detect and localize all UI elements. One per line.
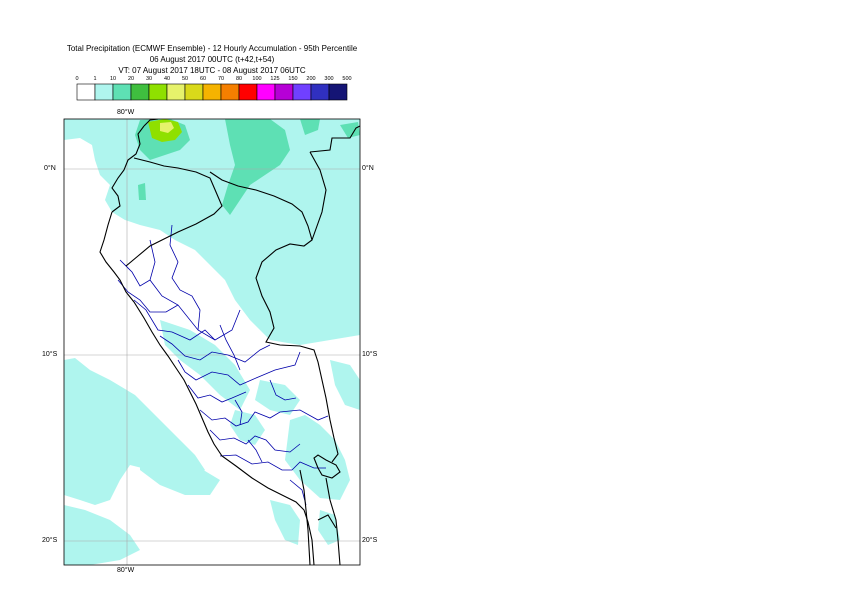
- legend-threshold-label: 70: [218, 76, 224, 82]
- title-line-3: VT: 07 August 2017 18UTC - 08 August 201…: [118, 66, 306, 75]
- color-legend: 0 1 10 20 30 40 50 60 70 80 100 125 150 200 300 500: [75, 76, 352, 101]
- legend-threshold-label: 30: [146, 76, 152, 82]
- lat-label-left-20: 20°S: [42, 537, 58, 544]
- legend-threshold-label: 150: [288, 76, 297, 82]
- country-borders: [99, 119, 360, 565]
- graticule: [64, 119, 360, 565]
- legend-threshold-label: 80: [236, 76, 242, 82]
- title-line-2: 06 August 2017 00UTC (t+42,t+54): [149, 55, 275, 64]
- legend-threshold-label: 100: [252, 76, 261, 82]
- lat-label-right-0: 0°N: [362, 165, 374, 172]
- legend-threshold-label: 40: [164, 76, 170, 82]
- lat-label-left-0: 0°N: [44, 165, 56, 172]
- legend-threshold-label: 20: [128, 76, 134, 82]
- lon-label-top: 80°W: [117, 109, 135, 116]
- precip-heavy-area: [148, 119, 182, 142]
- map-frame: [63, 118, 361, 566]
- legend-swatch: [328, 83, 348, 101]
- legend-threshold-label: 125: [270, 76, 279, 82]
- region-borders: [117, 224, 329, 506]
- title-line-1: Total Precipitation (ECMWF Ensemble) - 1…: [66, 44, 358, 53]
- legend-threshold-label: 50: [182, 76, 188, 82]
- legend-threshold-label: 300: [324, 76, 333, 82]
- legend-threshold-label: 10: [110, 76, 116, 82]
- legend-threshold-label: 500: [342, 76, 351, 82]
- legend-threshold-label: 200: [306, 76, 315, 82]
- lat-label-right-10: 10°S: [362, 351, 378, 358]
- legend-threshold-label: 1: [93, 76, 96, 82]
- legend-threshold-label: 60: [200, 76, 206, 82]
- legend-threshold-label: 0: [75, 76, 78, 82]
- lat-label-right-20: 20°S: [362, 537, 378, 544]
- lat-label-left-10: 10°S: [42, 351, 58, 358]
- lon-label-bottom: 80°W: [117, 567, 135, 574]
- precip-light-areas: [64, 119, 360, 565]
